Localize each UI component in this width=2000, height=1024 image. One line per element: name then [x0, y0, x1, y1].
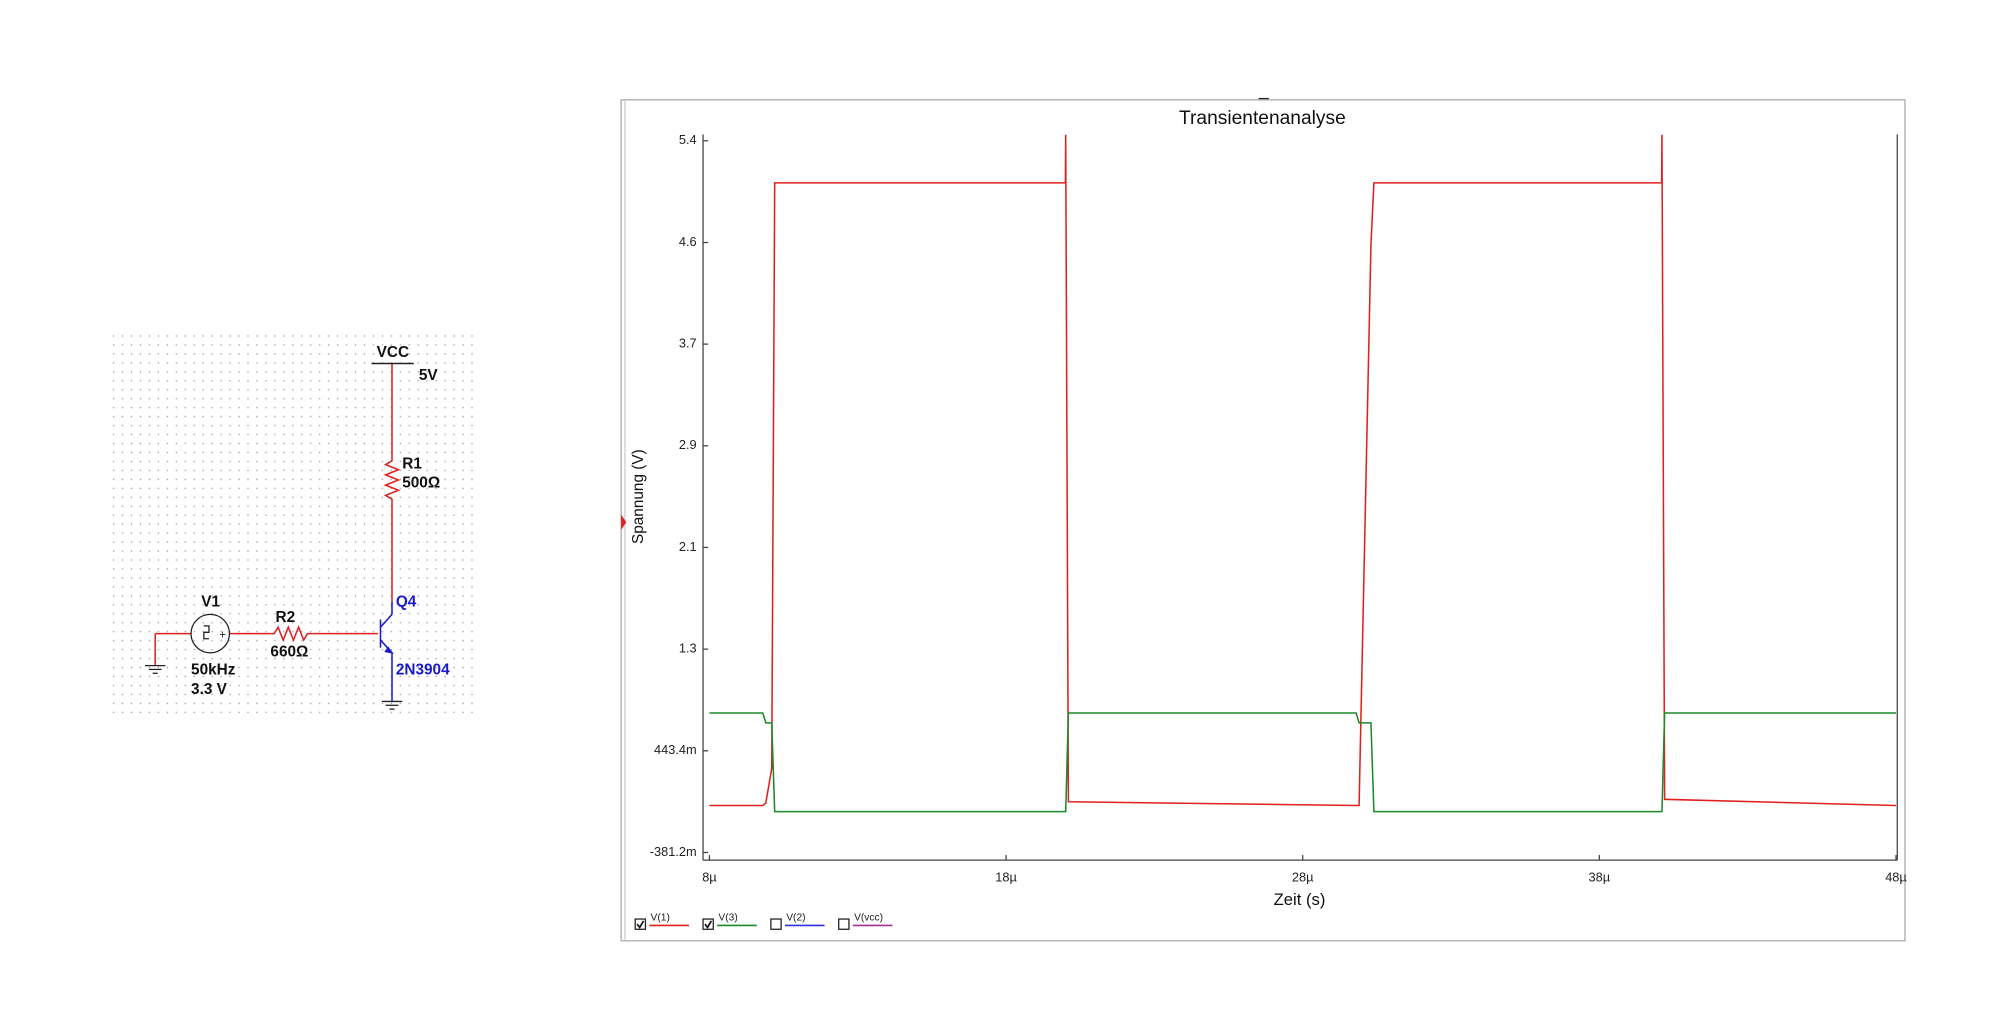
y-tick-label: -381.2m — [650, 844, 697, 859]
y-tick-label: 3.7 — [679, 335, 697, 350]
q-model: 2N3904 — [396, 662, 450, 679]
legend-label: V(2) — [786, 912, 805, 923]
y-axis-label: Spannung (V) — [630, 449, 647, 544]
x-tick-label: 18µ — [995, 869, 1017, 884]
x-tick-label: 48µ — [1885, 869, 1907, 884]
y-tick-label: 4.6 — [679, 234, 697, 249]
legend-check — [704, 920, 713, 929]
y-tick-label: 1.3 — [679, 641, 697, 656]
x-tick-label: 28µ — [1292, 869, 1314, 884]
legend-label: V(1) — [651, 912, 670, 923]
cursor-marker[interactable] — [621, 514, 627, 530]
grid-dots — [110, 328, 477, 716]
x-tick-label: 8µ — [702, 869, 717, 884]
legend-checkbox[interactable] — [838, 918, 850, 930]
legend-check — [636, 920, 645, 929]
legend-label: V(vcc) — [854, 912, 883, 923]
v1-name: V1 — [201, 594, 220, 611]
legend: V(1) V(3) V(2) V(vcc) — [634, 912, 893, 930]
v1-freq: 50kHz — [191, 662, 236, 679]
r1-name: R1 — [402, 455, 422, 472]
q-name: Q4 — [396, 594, 417, 611]
y-tick-label: 443.4m — [654, 742, 697, 757]
y-tick-label: 2.1 — [679, 539, 697, 554]
v1-amp: 3.3 V — [191, 681, 228, 698]
r2-name: R2 — [276, 609, 296, 626]
r2-value: 660Ω — [270, 644, 308, 661]
vcc-value: 5V — [419, 367, 439, 384]
vcc-label: VCC — [377, 344, 409, 361]
r1-value: 500Ω — [402, 475, 440, 492]
svg-text:+: + — [219, 630, 226, 642]
legend-checkbox[interactable] — [702, 918, 714, 930]
schematic: + VCC 5V R1 500Ω Q4 2N3904 V1 50kHz 3.3 … — [110, 328, 477, 716]
y-tick-label: 5.4 — [679, 132, 697, 147]
chart-title: Transientenanalyse — [1179, 108, 1346, 129]
series-line — [709, 712, 1896, 813]
series-line — [709, 134, 1897, 807]
grapher-panel — [620, 99, 1906, 942]
legend-label: V(3) — [718, 912, 737, 923]
legend-checkbox[interactable] — [634, 918, 647, 930]
legend-checkbox[interactable] — [770, 918, 782, 930]
x-axis-label: Zeit (s) — [1274, 890, 1326, 909]
plot-area — [709, 134, 1897, 813]
y-tick-label: 2.9 — [679, 437, 697, 452]
x-tick-label: 38µ — [1589, 869, 1611, 884]
